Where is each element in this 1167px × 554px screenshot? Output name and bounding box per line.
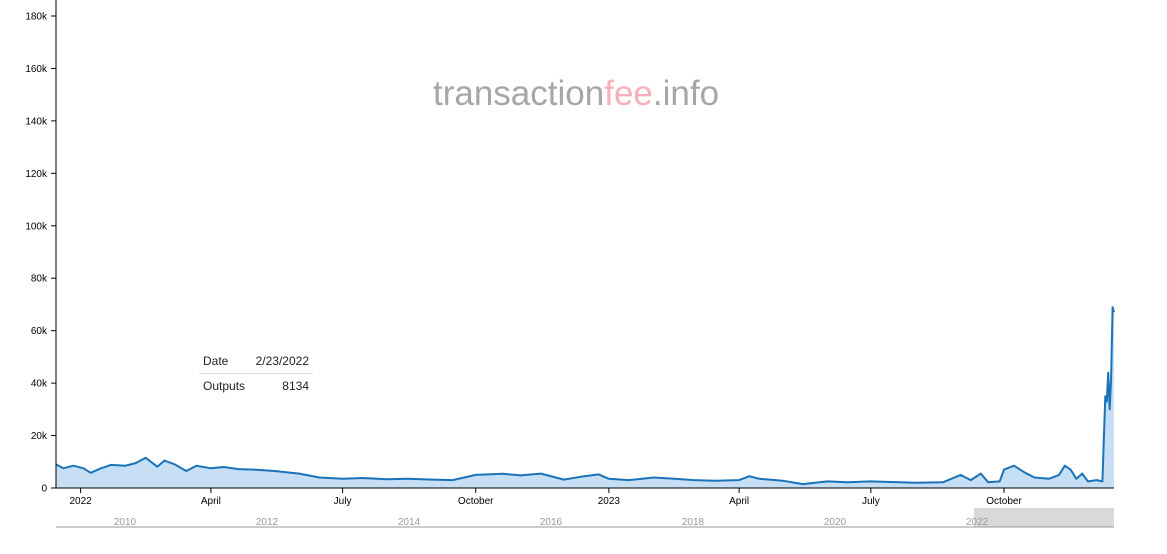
- series-area: [56, 307, 1114, 488]
- navigator-window: [974, 508, 1114, 527]
- x-tick-label: April: [201, 496, 221, 507]
- x-tick-label: October: [986, 496, 1022, 507]
- tooltip-date-label: Date: [203, 354, 229, 368]
- brand-prefix: transaction: [433, 74, 605, 113]
- navigator-year-label: 2016: [540, 517, 563, 528]
- y-tick-label: 160k: [25, 64, 48, 75]
- x-tick-label: July: [862, 496, 880, 507]
- y-tick-label: 40k: [31, 379, 48, 390]
- tooltip-date-value: 2/23/2022: [255, 354, 309, 368]
- y-tick-label: 60k: [31, 326, 48, 337]
- navigator-year-label: 2010: [114, 517, 137, 528]
- y-tick-label: 80k: [31, 274, 48, 285]
- brand-suffix: .info: [652, 74, 720, 113]
- y-tick-label: 120k: [25, 169, 48, 180]
- x-tick-label: 2022: [69, 496, 92, 507]
- tooltip-date-row: Date 2/23/2022: [199, 349, 313, 373]
- navigator-year-label: 2022: [966, 517, 989, 528]
- navigator-year-label: 2018: [682, 517, 705, 528]
- navigator-year-label: 2012: [256, 517, 279, 528]
- navigator-year-label: 2020: [824, 517, 847, 528]
- x-tick-label: 2023: [598, 496, 621, 507]
- y-tick-label: 140k: [25, 116, 48, 127]
- y-tick-label: 0: [41, 484, 47, 495]
- navigator-year-label: 2014: [398, 517, 421, 528]
- tooltip-outputs-value: 8134: [282, 379, 309, 393]
- y-tick-label: 20k: [31, 431, 48, 442]
- x-tick-label: April: [729, 496, 749, 507]
- x-tick-label: October: [458, 496, 494, 507]
- y-tick-label: 100k: [25, 221, 48, 232]
- y-tick-label: 180k: [25, 12, 48, 23]
- tooltip-outputs-row: Outputs 8134: [199, 373, 313, 398]
- series-line: [55, 306, 1115, 486]
- hover-tooltip: Date 2/23/2022 Outputs 8134: [199, 349, 313, 398]
- site-watermark: transactionfee.info: [433, 74, 719, 114]
- x-tick-label: July: [334, 496, 352, 507]
- tooltip-outputs-label: Outputs: [203, 379, 246, 393]
- brand-accent: fee: [604, 74, 653, 113]
